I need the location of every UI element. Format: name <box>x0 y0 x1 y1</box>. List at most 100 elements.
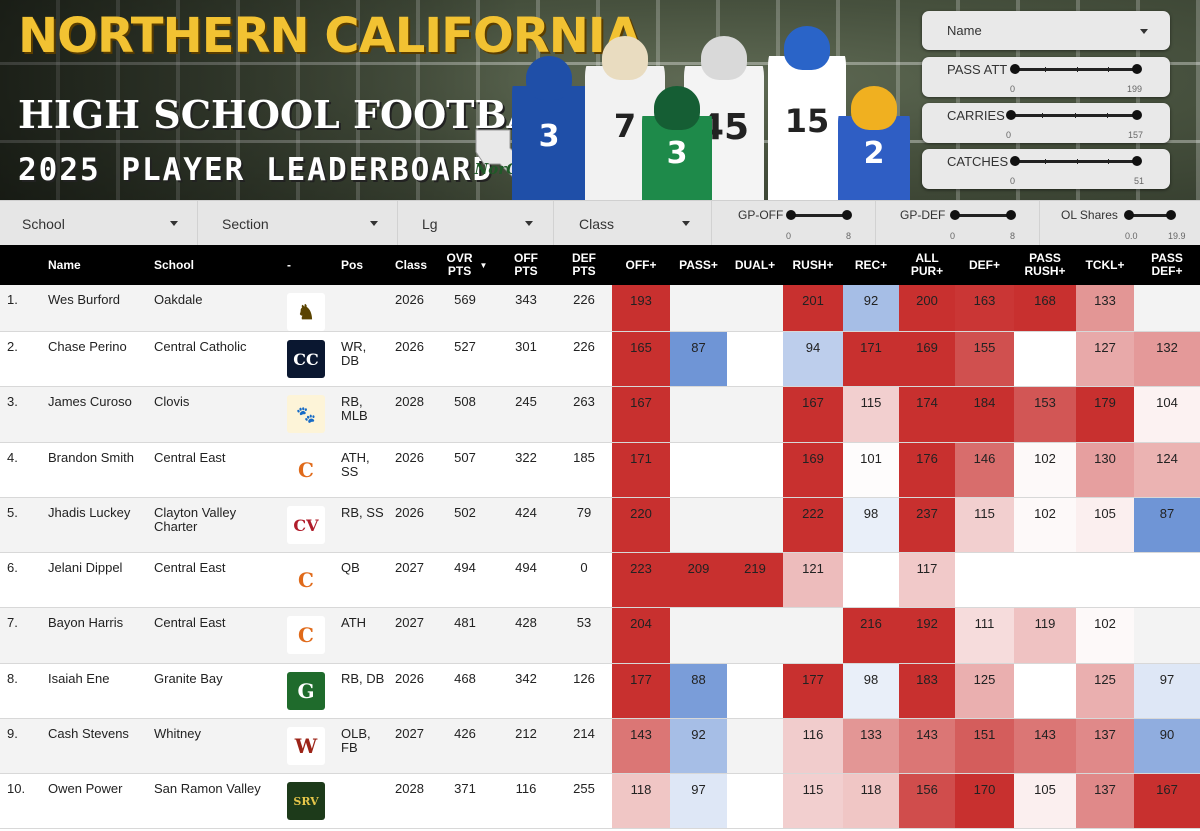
player-position: ATH <box>341 615 367 630</box>
player-position: OLB, FB <box>341 726 371 755</box>
table-row[interactable]: 7. Bayon Harris Central East C ATH 2027 481 428… <box>0 608 1200 664</box>
stat-off-plus: 177 <box>612 664 670 718</box>
header-school[interactable]: School <box>154 258 195 272</box>
stat-def-plus: 155 <box>955 332 1014 386</box>
gp-def-slider[interactable] <box>950 210 1016 220</box>
player-name[interactable]: Jhadis Luckey <box>48 505 131 520</box>
off-pts: 212 <box>515 726 537 741</box>
header-def-pts[interactable]: DEF PTS <box>572 251 596 278</box>
header-pass-rush-plus[interactable]: PASS RUSH+ <box>1024 251 1066 278</box>
table-row[interactable]: 2. Chase Perino Central Catholic CC WR, DB 20… <box>0 332 1200 387</box>
slider-min-handle[interactable] <box>950 210 960 220</box>
stat-rec-plus: 101 <box>843 443 899 497</box>
player-name[interactable]: James Curoso <box>48 394 132 409</box>
header-tckl-plus[interactable]: TCKL+ <box>1085 257 1125 272</box>
stat-rush-plus: 115 <box>783 774 843 828</box>
slider-max-handle[interactable] <box>842 210 852 220</box>
lg-dropdown[interactable]: Lg <box>398 201 554 246</box>
stat-all-pur-plus: 192 <box>899 608 955 663</box>
school-name: Central Catholic <box>154 339 247 354</box>
header-banner: NORTHERN CALIFORNIA HIGH SCHOOL FOOTBALL… <box>0 0 1200 200</box>
header-off-plus[interactable]: OFF+ <box>625 257 657 272</box>
stat-tckl-plus: 127 <box>1076 332 1134 386</box>
slider-max-handle[interactable] <box>1132 64 1142 74</box>
section-dropdown[interactable]: Section <box>198 201 398 246</box>
stat-pass-rush-plus: 102 <box>1014 498 1076 552</box>
stat-dual-plus <box>727 443 783 497</box>
player-name[interactable]: Jelani Dippel <box>48 560 123 575</box>
row-rank: 5. <box>7 505 18 520</box>
table-row[interactable]: 1. Wes Burford Oakdale ♞ 2026 569 343 226 193 201… <box>0 285 1200 332</box>
slider-min-handle[interactable] <box>786 210 796 220</box>
helmet-icon <box>851 86 897 130</box>
school-logo-icon: C <box>287 616 325 654</box>
gp-off-slider[interactable] <box>786 210 852 220</box>
stat-dual-plus <box>727 332 783 386</box>
chevron-down-icon <box>525 221 533 226</box>
player-name[interactable]: Cash Stevens <box>48 726 129 741</box>
table-row[interactable]: 9. Cash Stevens Whitney W OLB, FB 2027 426 212 2… <box>0 719 1200 774</box>
school-name: Whitney <box>154 726 201 741</box>
slider-max-handle[interactable] <box>1006 210 1016 220</box>
ol-shares-slider[interactable] <box>1124 210 1176 220</box>
school-dropdown[interactable]: School <box>0 201 198 246</box>
carries-slider[interactable] <box>1006 110 1142 120</box>
slider-min-handle[interactable] <box>1010 156 1020 166</box>
player-class: 2027 <box>395 726 424 741</box>
slider-tick <box>1108 159 1109 164</box>
player-name[interactable]: Bayon Harris <box>48 615 124 630</box>
header-pos[interactable]: Pos <box>341 258 364 272</box>
name-dropdown[interactable]: Name <box>922 11 1170 50</box>
pass-att-slider[interactable] <box>1010 64 1142 74</box>
slider-min-handle[interactable] <box>1006 110 1016 120</box>
header-ovr-pts[interactable]: OVR PTS ▼ <box>440 245 490 285</box>
helmet-icon <box>654 86 700 130</box>
header-rush-plus[interactable]: RUSH+ <box>792 257 834 272</box>
slider-tick <box>1077 67 1078 72</box>
player-name[interactable]: Owen Power <box>48 781 123 796</box>
class-dropdown[interactable]: Class <box>554 201 712 246</box>
jersey-number: 3 <box>666 136 688 172</box>
table-row[interactable]: 3. James Curoso Clovis 🐾 RB, MLB 2028 508 245 26… <box>0 387 1200 443</box>
school-name: Central East <box>154 615 226 630</box>
player-name[interactable]: Isaiah Ene <box>48 671 110 686</box>
stat-tckl-plus: 130 <box>1076 443 1134 497</box>
slider-tick <box>1077 159 1078 164</box>
stat-pass-plus: 97 <box>670 774 727 828</box>
stat-tckl-plus: 137 <box>1076 719 1134 773</box>
table-row[interactable]: 5. Jhadis Luckey Clayton Valley Charter CV R… <box>0 498 1200 553</box>
header-pass-plus[interactable]: PASS+ <box>679 257 718 272</box>
header-all-pur-plus[interactable]: ALL PUR+ <box>910 251 944 278</box>
table-row[interactable]: 10. Owen Power San Ramon Valley SRV 2028 371 1… <box>0 774 1200 829</box>
header-name[interactable]: Name <box>48 258 81 272</box>
stat-all-pur-plus: 169 <box>899 332 955 386</box>
stat-pass-plus <box>670 285 727 331</box>
header-off-pts[interactable]: OFF PTS <box>514 251 538 278</box>
stat-dual-plus <box>727 608 783 663</box>
header-pass-def-plus[interactable]: PASS DEF+ <box>1151 251 1183 278</box>
school-name: Oakdale <box>154 292 203 307</box>
jersey-number: 7 <box>613 107 637 146</box>
header-def-plus[interactable]: DEF+ <box>968 257 1000 272</box>
header-dual-plus[interactable]: DUAL+ <box>734 257 776 272</box>
header-logo: - <box>287 258 291 272</box>
school-name: Clovis <box>154 394 190 409</box>
table-row[interactable]: 6. Jelani Dippel Central East C QB 2027 494 494… <box>0 553 1200 608</box>
stat-tckl-plus: 102 <box>1076 608 1134 663</box>
slider-min-handle[interactable] <box>1010 64 1020 74</box>
slider-max-handle[interactable] <box>1132 110 1142 120</box>
catches-slider[interactable] <box>1010 156 1142 166</box>
carries-max: 157 <box>1128 130 1144 140</box>
slider-max-handle[interactable] <box>1132 156 1142 166</box>
header-class[interactable]: Class <box>395 258 428 272</box>
table-row[interactable]: 4. Brandon Smith Central East C ATH, SS 2026 5… <box>0 443 1200 498</box>
player-name[interactable]: Chase Perino <box>48 339 127 354</box>
table-row[interactable]: 8. Isaiah Ene Granite Bay G RB, DB 2026 468 342… <box>0 664 1200 719</box>
header-rec-plus[interactable]: REC+ <box>854 257 888 272</box>
stat-def-plus: 146 <box>955 443 1014 497</box>
slider-max-handle[interactable] <box>1166 210 1176 220</box>
player-name[interactable]: Wes Burford <box>48 292 121 307</box>
stat-rush-plus <box>783 608 843 663</box>
player-name[interactable]: Brandon Smith <box>48 450 134 465</box>
slider-min-handle[interactable] <box>1124 210 1134 220</box>
